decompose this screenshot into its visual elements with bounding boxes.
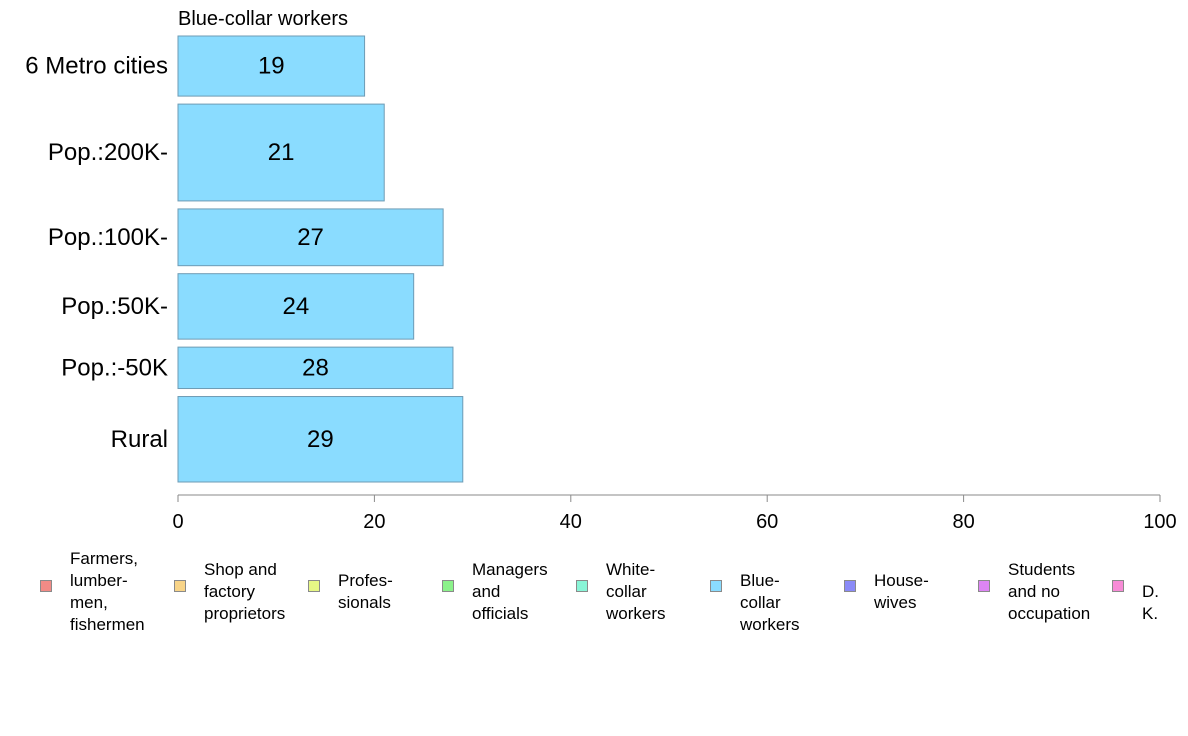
bar-data-label: 19 [258,53,285,80]
category-label: Pop.:-50K [61,354,168,381]
category-label: 6 Metro cities [25,53,168,80]
x-tick-label: 60 [756,511,778,533]
bar-data-label: 28 [302,354,329,381]
x-tick-label: 80 [952,511,974,533]
bar [177,103,385,202]
bars-group: 19 6 Metro cities 21 Pop.:200K- 27 Pop.:100K-… [25,35,464,483]
legend-swatch [1112,580,1124,592]
legend-label: House- wives [874,571,929,612]
legend: Farmers, lumber- men, fishermen Shop and … [0,548,1188,638]
legend-label: Profes- sionals [338,571,393,612]
legend-swatch [710,580,722,592]
x-axis: 0 20 40 60 80 100 [172,494,1177,533]
bar-data-label: 24 [282,293,309,320]
bar-data-label: 21 [268,139,295,166]
legend-swatch [844,580,856,592]
legend-label: Students and no occupation [1008,560,1091,623]
legend-label: Blue-collar workers [740,571,800,634]
category-label: Pop.:100K- [48,224,168,251]
legend-label: Farmers, lumber- men, fishermen [70,549,145,634]
legend-label: Managers and officials [472,560,548,623]
legend-swatch [978,580,990,592]
bar-data-label: 29 [307,426,334,453]
legend-label: White- collar workers [606,560,666,623]
x-tick-label: 40 [560,511,582,533]
x-tick-label: 100 [1143,511,1176,533]
category-label: Rural [111,426,168,453]
bar [177,346,454,390]
bar-chart: Blue-collar workers 19 6 Metro cities 21 Po… [25,8,1177,533]
legend-swatch [40,580,52,592]
legend-swatch [174,580,186,592]
bar [177,208,444,267]
category-label: Pop.:50K- [61,293,168,320]
chart-title: Blue-collar workers [178,8,348,30]
legend-label: Shop and factory proprietors [204,560,286,623]
legend-swatch [442,580,454,592]
bar-data-label: 27 [297,224,324,251]
category-label: Pop.:200K- [48,139,168,166]
x-tick-label: 0 [172,511,183,533]
x-tick-label: 20 [363,511,385,533]
bar [177,35,366,97]
legend-swatch [308,580,320,592]
legend-label: D. K. [1142,582,1159,623]
legend-swatch [576,580,588,592]
bar [177,396,464,483]
bar [177,273,415,340]
